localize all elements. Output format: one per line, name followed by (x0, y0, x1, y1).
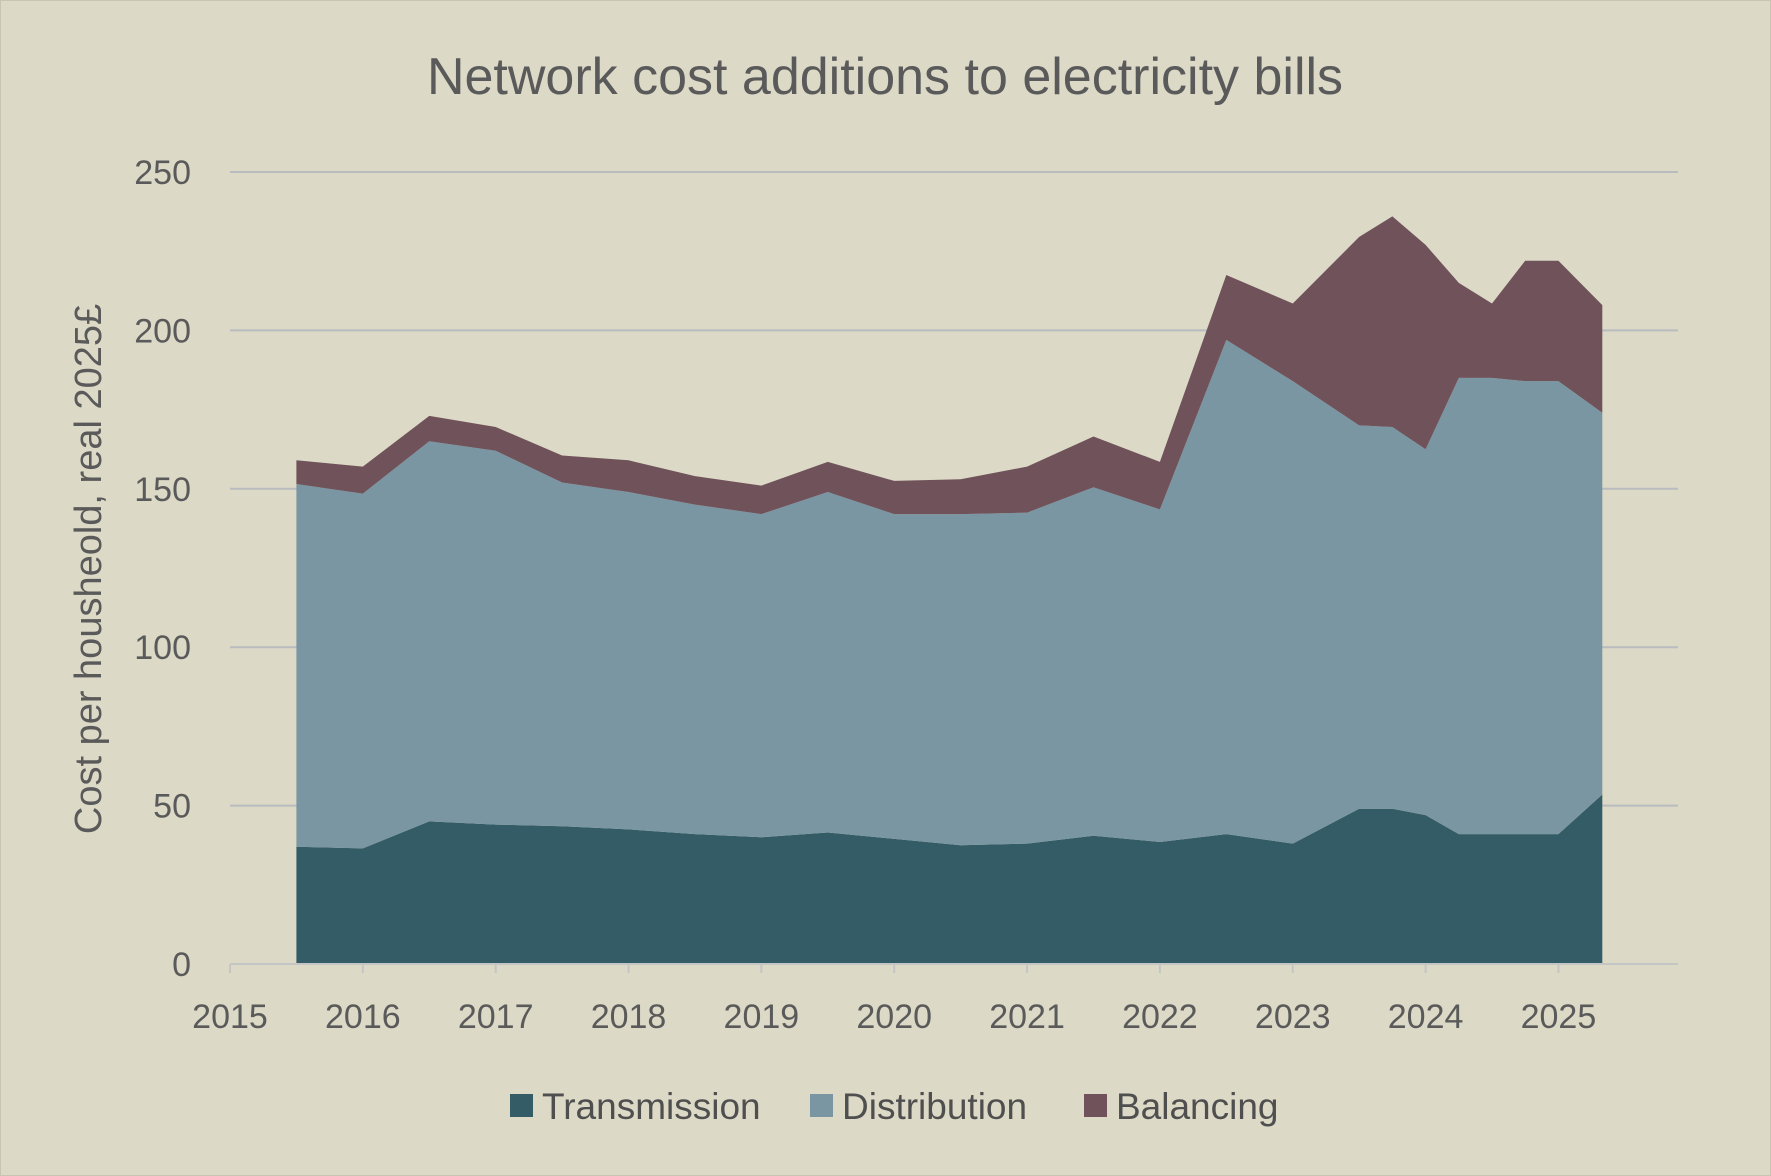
legend-label: Transmission (542, 1086, 761, 1127)
legend-label: Distribution (842, 1086, 1027, 1127)
x-tick-label: 2020 (856, 998, 932, 1036)
area-distribution (296, 339, 1603, 849)
y-tick-label: 0 (172, 946, 191, 984)
axes: 0 50 100 150 200 250 2015 2016 2017 2018 2019 2020 2… (134, 154, 1678, 1036)
stacked-areas (296, 216, 1603, 964)
y-tick-label: 50 (153, 788, 191, 826)
y-tick-label: 200 (134, 312, 191, 350)
chart-title: Network cost additions to electricity bi… (427, 48, 1343, 106)
x-tick-label: 2024 (1388, 998, 1464, 1036)
y-tick-label: 250 (134, 154, 191, 192)
x-tick-label: 2017 (458, 998, 534, 1036)
legend-item-distribution: Distribution (810, 1086, 1027, 1127)
legend-item-transmission: Transmission (510, 1086, 761, 1127)
area-balancing (296, 216, 1603, 515)
y-tick-label: 150 (134, 471, 191, 509)
y-axis-label: Cost per housheold, real 2025£ (68, 304, 110, 834)
y-tick-label: 100 (134, 629, 191, 667)
legend-swatch (1084, 1094, 1107, 1117)
area-transmission (296, 794, 1603, 964)
x-tick-label: 2021 (989, 998, 1065, 1036)
legend-swatch (510, 1094, 533, 1117)
legend-item-balancing: Balancing (1084, 1086, 1279, 1127)
x-tick-label: 2022 (1122, 998, 1198, 1036)
legend-swatch (810, 1094, 833, 1117)
legend-label: Balancing (1116, 1086, 1279, 1127)
x-tick-label: 2018 (591, 998, 667, 1036)
legend: Transmission Distribution Balancing (510, 1086, 1279, 1127)
x-tick-label: 2015 (192, 998, 268, 1036)
x-tick-label: 2016 (325, 998, 401, 1036)
x-tick-label: 2019 (724, 998, 800, 1036)
x-tick-label: 2025 (1521, 998, 1597, 1036)
x-tick-label: 2023 (1255, 998, 1331, 1036)
